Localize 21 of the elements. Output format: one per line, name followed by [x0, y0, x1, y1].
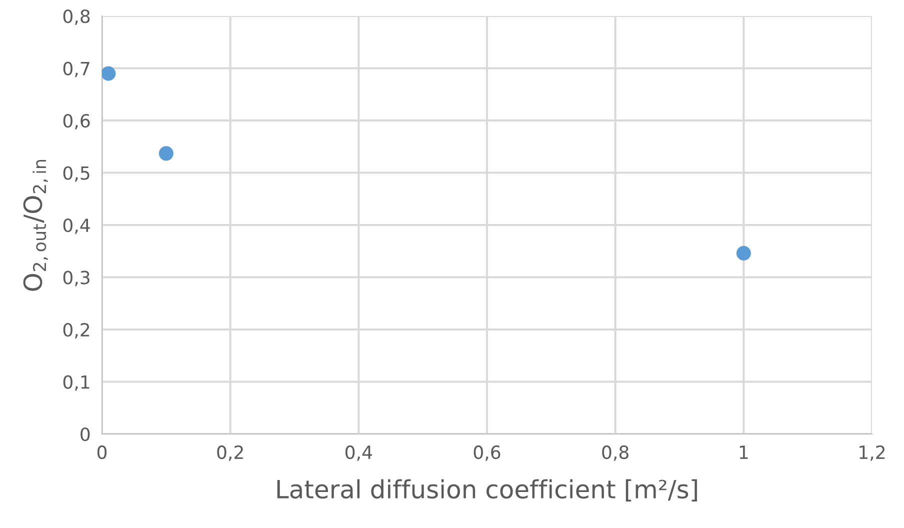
- x-tick-label: 0,4: [346, 445, 372, 461]
- y-tick-label: 0,2: [63, 322, 90, 338]
- x-tick-label: 0: [97, 445, 107, 460]
- y-tick-label: 0: [80, 427, 90, 442]
- y-axis-title: O$_{2,out}$/O$_{2,in}$: [23, 160, 48, 291]
- point: [736, 246, 751, 260]
- y-tick-label: 0,5: [63, 166, 90, 182]
- x-tick-label: 1: [740, 446, 748, 459]
- x-tick-label: 0,8: [602, 445, 628, 461]
- x-tick-label: 0,6: [474, 445, 500, 461]
- point: [158, 146, 174, 161]
- x-tick-label: 0,2: [217, 445, 243, 461]
- y-tick-label: 0,7: [63, 62, 90, 78]
- x-tick-label: 1,2: [860, 445, 885, 461]
- y-tick-label: 0,1: [63, 375, 90, 391]
- point: [102, 66, 116, 81]
- x-axis-title: Lateral diffusion coefficient [m²/s]: [277, 479, 697, 502]
- y-tick-label: 0,8: [63, 9, 90, 25]
- y-tick-label: 0,4: [63, 218, 90, 234]
- y-tick-label: 0,6: [63, 114, 90, 130]
- y-tick-label: 0,3: [63, 270, 90, 286]
